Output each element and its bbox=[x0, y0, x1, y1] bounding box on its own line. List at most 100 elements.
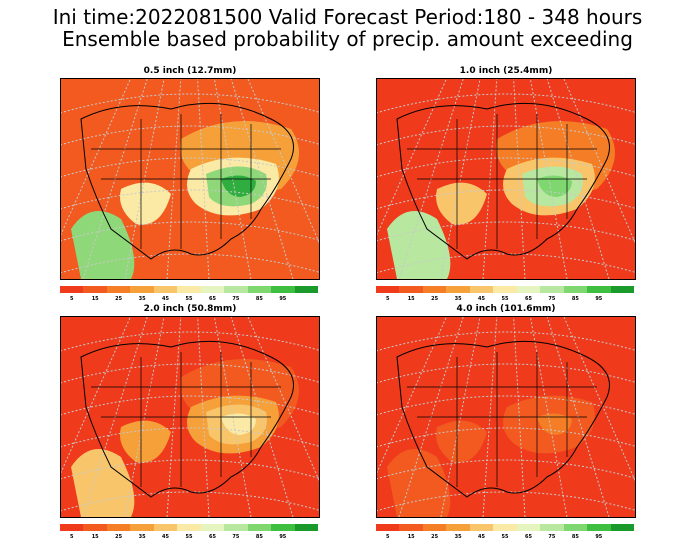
longitude-line bbox=[247, 317, 319, 482]
latitude-line bbox=[61, 189, 319, 210]
latitude-line bbox=[377, 93, 635, 114]
colorbar-segment bbox=[247, 524, 272, 531]
colorbar-segment bbox=[540, 286, 564, 293]
colorbar-segment bbox=[153, 286, 178, 293]
longitude-line bbox=[61, 317, 131, 474]
colorbar-segment bbox=[516, 524, 541, 531]
colorbar-tick-label: 95 bbox=[279, 534, 287, 540]
colorbar-tick-label: 15 bbox=[91, 534, 99, 540]
colorbar-tick-label: 95 bbox=[595, 296, 603, 302]
colorbar-tick-label: 85 bbox=[255, 296, 263, 302]
panel-title: 1.0 inch (25.4mm) bbox=[459, 66, 553, 76]
colorbar-tick-label: 35 bbox=[454, 534, 462, 540]
colorbar-segment bbox=[247, 286, 272, 293]
colorbar-segment bbox=[271, 524, 295, 531]
colorbar-tick-label: 15 bbox=[407, 296, 415, 302]
colorbar-tick-label: 35 bbox=[138, 534, 146, 540]
colorbar-segment bbox=[399, 524, 423, 531]
probability-region bbox=[436, 420, 487, 463]
colorbar-segment bbox=[399, 286, 423, 293]
latitude-line bbox=[377, 221, 635, 242]
colorbar-segment bbox=[610, 286, 634, 293]
colorbar-segment bbox=[224, 286, 248, 293]
latitude-line bbox=[61, 459, 319, 480]
header-title: Ini time:2022081500 Valid Forecast Perio… bbox=[52, 5, 643, 29]
colorbar-segment bbox=[130, 524, 154, 531]
colorbar-tick-label: 45 bbox=[478, 534, 486, 540]
probability-region bbox=[71, 449, 135, 517]
probability-region bbox=[387, 449, 451, 517]
colorbar-tick-label: 85 bbox=[571, 296, 579, 302]
colorbar-segment bbox=[563, 286, 588, 293]
panel-title: 4.0 inch (101.6mm) bbox=[456, 304, 556, 314]
state-borders bbox=[91, 352, 281, 487]
colorbar-tick-label: 55 bbox=[501, 534, 509, 540]
probability-region bbox=[120, 182, 171, 225]
colorbar-segment bbox=[153, 524, 178, 531]
colorbar-segment bbox=[200, 524, 225, 531]
colorbar-segment bbox=[177, 286, 201, 293]
colorbar-tick-label: 55 bbox=[185, 534, 193, 540]
colorbar-segment bbox=[610, 524, 634, 531]
longitude-line bbox=[377, 317, 447, 474]
colorbar-segment bbox=[376, 524, 400, 531]
coastline bbox=[80, 102, 294, 260]
colorbar bbox=[376, 524, 634, 531]
latitude-line bbox=[61, 363, 319, 384]
latitude-line bbox=[61, 157, 319, 178]
colorbar-segment bbox=[177, 524, 201, 531]
colorbar bbox=[60, 524, 318, 531]
colorbar-tick-label: 45 bbox=[162, 296, 170, 302]
panel-title: 0.5 inch (12.7mm) bbox=[143, 66, 237, 76]
probability-map bbox=[60, 316, 320, 518]
colorbar-tick-label: 5 bbox=[385, 296, 390, 302]
latitude-line bbox=[377, 427, 635, 448]
probability-region bbox=[537, 413, 572, 435]
colorbar-segment bbox=[83, 524, 107, 531]
probability-map bbox=[376, 78, 636, 280]
colorbar-segment bbox=[493, 524, 517, 531]
colorbar-segment bbox=[60, 524, 84, 531]
header-subtitle: Ensemble based probability of precip. am… bbox=[62, 27, 633, 51]
latitude-line bbox=[377, 125, 635, 146]
latitude-line bbox=[61, 93, 319, 114]
panel-title: 2.0 inch (50.8mm) bbox=[143, 304, 237, 314]
colorbar-segment bbox=[200, 286, 225, 293]
probability-region bbox=[436, 182, 487, 225]
colorbar-segment bbox=[563, 524, 588, 531]
colorbar-segment bbox=[516, 286, 541, 293]
longitude-line bbox=[247, 79, 319, 244]
probability-region bbox=[120, 420, 171, 463]
coastline bbox=[396, 340, 610, 498]
colorbar-segment bbox=[587, 524, 611, 531]
latitude-line bbox=[377, 331, 635, 352]
colorbar-tick-label: 35 bbox=[454, 296, 462, 302]
colorbar-ticks: 5 15 25 35 45 55 65 75 85 95 bbox=[376, 534, 634, 542]
colorbar-segment bbox=[271, 286, 295, 293]
colorbar-segment bbox=[106, 286, 131, 293]
colorbar-ticks: 5 15 25 35 45 55 65 75 85 95 bbox=[60, 296, 318, 304]
colorbar-tick-label: 15 bbox=[407, 534, 415, 540]
colorbar-segment bbox=[540, 524, 564, 531]
latitude-line bbox=[61, 221, 319, 242]
probability-region bbox=[387, 211, 451, 279]
probability-region bbox=[221, 175, 256, 197]
latitude-line bbox=[377, 189, 635, 210]
colorbar-tick-label: 65 bbox=[524, 534, 532, 540]
colorbar-segment bbox=[422, 524, 447, 531]
colorbar-ticks: 5 15 25 35 45 55 65 75 85 95 bbox=[60, 534, 318, 542]
colorbar-tick-label: 75 bbox=[548, 296, 556, 302]
colorbar-tick-label: 85 bbox=[571, 534, 579, 540]
longitude-line bbox=[563, 317, 635, 482]
colorbar-segment bbox=[130, 286, 154, 293]
latitude-line bbox=[377, 157, 635, 178]
colorbar-segment bbox=[83, 286, 107, 293]
colorbar-segment bbox=[446, 286, 470, 293]
colorbar-tick-label: 15 bbox=[91, 296, 99, 302]
colorbar-tick-label: 75 bbox=[548, 534, 556, 540]
colorbar-tick-label: 55 bbox=[185, 296, 193, 302]
probability-map bbox=[376, 316, 636, 518]
colorbar-tick-label: 25 bbox=[115, 534, 123, 540]
colorbar-ticks: 5 15 25 35 45 55 65 75 85 95 bbox=[376, 296, 634, 304]
colorbar-tick-label: 85 bbox=[255, 534, 263, 540]
